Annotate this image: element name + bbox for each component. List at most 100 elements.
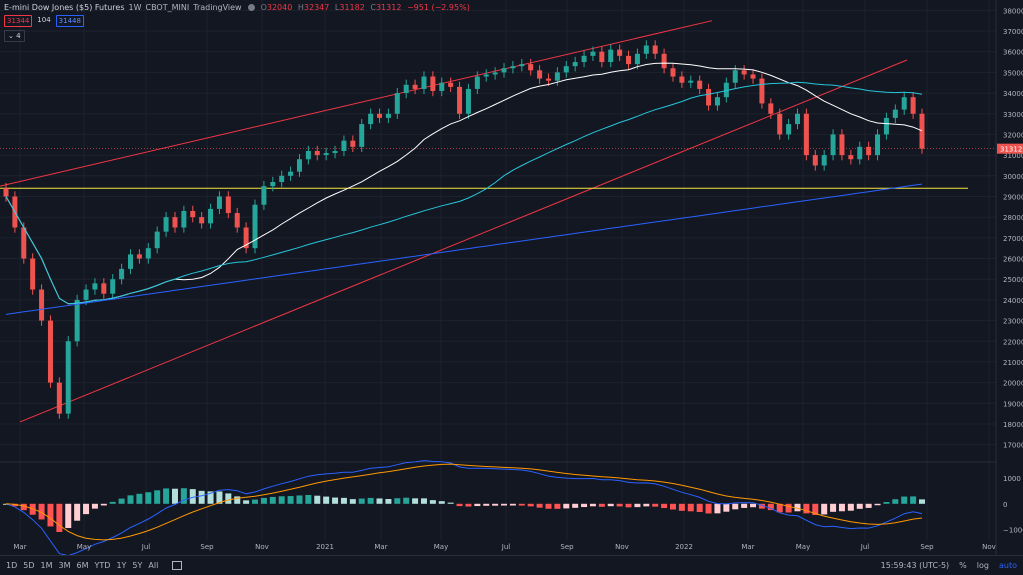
candle-body xyxy=(883,117,889,135)
time-tick-label: May xyxy=(77,543,91,551)
timeframe-button[interactable]: 6M xyxy=(76,561,89,570)
candle-body xyxy=(697,80,703,89)
timeframe-button[interactable]: 1M xyxy=(40,561,53,570)
timeframe-button[interactable]: 1Y xyxy=(116,561,127,570)
timeframe-button[interactable]: 3M xyxy=(58,561,71,570)
macd-histogram-bar xyxy=(207,491,214,504)
macd-pane xyxy=(3,460,925,557)
candle-body xyxy=(608,49,614,63)
exchange: CBOT_MINI xyxy=(145,3,190,12)
macd-histogram-bar xyxy=(669,503,676,510)
candle-body xyxy=(296,159,302,172)
spread-value: 104 xyxy=(37,16,51,24)
bid-badge[interactable]: 31344 xyxy=(4,15,33,27)
calendar-icon[interactable] xyxy=(172,561,183,570)
candle-body xyxy=(528,64,534,71)
candle-body xyxy=(47,320,53,383)
ask-badge[interactable]: 31448 xyxy=(55,15,84,27)
macd-histogram-bar xyxy=(589,503,596,507)
open-value: 32040 xyxy=(266,3,293,12)
symbol-name[interactable]: E-mini Dow Jones ($5) Futures xyxy=(4,3,125,12)
high-value: 32347 xyxy=(303,3,330,12)
macd-histogram-bar xyxy=(465,503,472,507)
candle-body xyxy=(323,153,329,156)
candle-body xyxy=(65,341,71,414)
macd-histogram-bar xyxy=(536,503,543,508)
candle-body xyxy=(368,113,374,125)
candle-body xyxy=(110,279,116,294)
indicators-toggle[interactable]: ⌄ 4 xyxy=(4,30,25,42)
candle-body xyxy=(83,289,89,300)
macd-histogram-bar xyxy=(163,488,170,504)
macd-histogram-bar xyxy=(447,502,454,504)
macd-histogram-bar xyxy=(883,502,890,504)
log-toggle[interactable]: log xyxy=(976,561,989,570)
price-tick-label: 24000 xyxy=(1003,297,1023,305)
clock[interactable]: 15:59:43 (UTC-5) xyxy=(880,561,950,570)
change-value: −951 (−2.95%) xyxy=(406,3,470,12)
macd-histogram-bar xyxy=(127,495,134,504)
candle-body xyxy=(412,84,418,89)
macd-histogram-bar xyxy=(483,503,490,506)
macd-histogram-bar xyxy=(109,501,116,504)
macd-histogram-bar xyxy=(838,503,845,512)
macd-histogram-bar xyxy=(803,503,810,514)
close-value: 31312 xyxy=(375,3,402,12)
time-tick-label: May xyxy=(796,543,810,551)
candle-body xyxy=(910,97,916,114)
timeframe-buttons: 1D 5D 1M 3M 6M YTD 1Y 5Y All xyxy=(0,561,158,570)
time-tick-label: May xyxy=(434,543,448,551)
macd-histogram-bar xyxy=(385,499,392,504)
candle-body xyxy=(777,113,783,135)
candle-body xyxy=(252,204,258,249)
macd-histogram-bar xyxy=(100,503,107,506)
auto-toggle[interactable]: auto xyxy=(998,561,1017,570)
macd-tick-label: −1000 xyxy=(1003,527,1023,535)
moving-averages xyxy=(5,62,923,315)
macd-histogram-bar xyxy=(269,496,276,504)
candle-body xyxy=(563,66,569,73)
macd-histogram-bar xyxy=(189,489,196,504)
candle-body xyxy=(492,72,498,75)
macd-histogram-bar xyxy=(154,490,161,504)
time-tick-label: Sep xyxy=(560,543,574,551)
macd-histogram-bar xyxy=(554,503,561,509)
candle-body xyxy=(225,196,231,214)
candle-body xyxy=(599,51,605,63)
last-price-badge xyxy=(997,143,1023,154)
macd-histogram-bar xyxy=(278,496,285,504)
macd-histogram-bar xyxy=(723,503,730,512)
macd-histogram-bar xyxy=(643,503,650,507)
price-tick-label: 22000 xyxy=(1003,338,1023,346)
candle-body xyxy=(741,70,747,75)
ma50-line xyxy=(5,81,923,305)
macd-histogram-bar xyxy=(492,503,499,506)
candle-body xyxy=(314,150,320,156)
timeframe-button[interactable]: 1D xyxy=(6,561,18,570)
candle-body xyxy=(216,196,222,209)
interval[interactable]: 1W xyxy=(128,3,142,12)
macd-histogram-bar xyxy=(910,496,917,504)
macd-histogram-bar xyxy=(456,503,463,507)
chart-header: E-mini Dow Jones ($5) Futures 1W CBOT_MI… xyxy=(4,3,473,12)
candle-body xyxy=(56,382,62,414)
percent-toggle[interactable]: % xyxy=(959,561,967,570)
macd-histogram-bar xyxy=(358,498,365,504)
candle-body xyxy=(545,78,551,81)
candle-body xyxy=(759,78,765,104)
candle-body xyxy=(474,76,480,89)
macd-histogram-bar xyxy=(812,503,819,515)
candle-body xyxy=(208,208,214,224)
timeframe-button[interactable]: 5Y xyxy=(132,561,143,570)
candle-body xyxy=(786,124,792,135)
macd-histogram-bar xyxy=(118,498,125,504)
macd-histogram-bar xyxy=(821,503,828,515)
candle-body xyxy=(119,268,125,280)
candle-body xyxy=(670,68,676,77)
macd-histogram-bar xyxy=(830,503,837,512)
timeframe-button[interactable]: All xyxy=(148,561,159,570)
timeframe-button[interactable]: 5D xyxy=(23,561,35,570)
time-tick-label: Mar xyxy=(374,543,387,551)
timeframe-button[interactable]: YTD xyxy=(94,561,111,570)
